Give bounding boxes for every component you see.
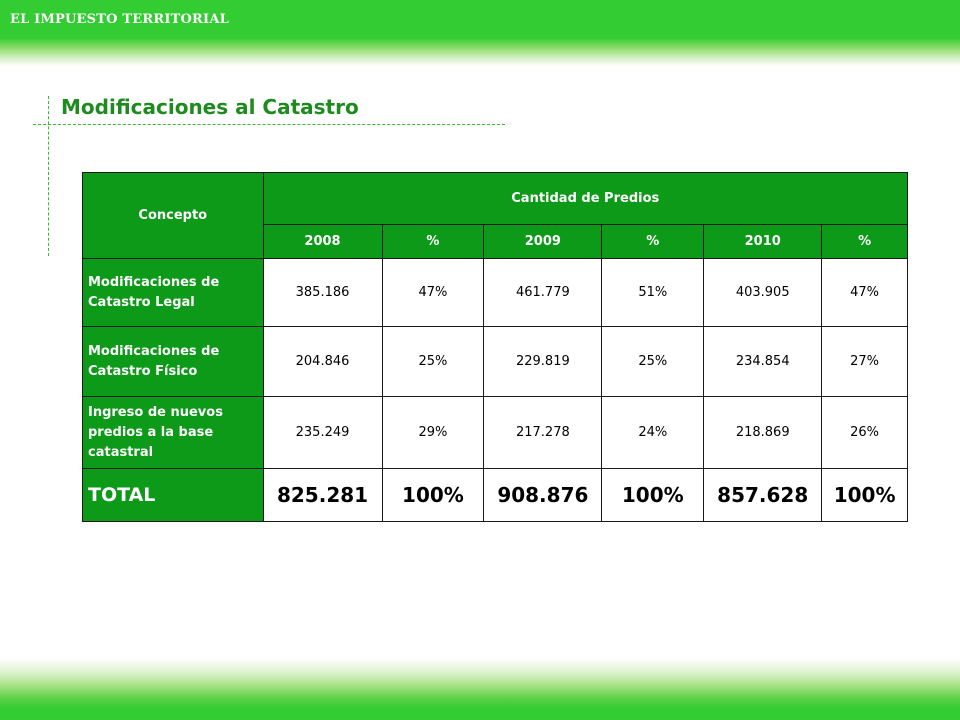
table-cell: 234.854	[703, 326, 823, 397]
table-cell: 26%	[821, 396, 908, 469]
column-header: 2009	[483, 224, 603, 259]
total-cell: 100%	[601, 468, 705, 522]
total-cell: 908.876	[483, 468, 603, 522]
table-cell: 461.779	[483, 258, 603, 327]
total-label: TOTAL	[82, 468, 264, 522]
vertical-dashed-guide	[48, 96, 49, 256]
table-cell: 24%	[601, 396, 705, 469]
column-header: 2010	[703, 224, 823, 259]
table-cell: 47%	[381, 258, 485, 327]
page-title: Modificaciones al Catastro	[61, 95, 359, 119]
table-cell: 385.186	[262, 258, 383, 327]
table-cell: 29%	[381, 396, 485, 469]
total-cell: 857.628	[703, 468, 823, 522]
table-cell: 403.905	[703, 258, 823, 327]
table-cell: 204.846	[262, 326, 383, 397]
table-row: Modificaciones de Catastro Físico 204.84…	[82, 326, 908, 397]
header-title: EL IMPUESTO TERRITORIAL	[10, 12, 229, 27]
horizontal-dashed-guide	[33, 124, 505, 125]
table-subheader-row: 2008 % 2009 % 2010 %	[83, 224, 908, 259]
total-row: TOTAL 825.281 100% 908.876 100% 857.628 …	[82, 468, 908, 522]
table-cell: 218.869	[703, 396, 823, 469]
column-header: %	[601, 224, 705, 259]
table-cell: 229.819	[483, 326, 603, 397]
predios-table: Concepto Cantidad de Predios 2008 % 2009…	[82, 172, 909, 522]
table-row: Ingreso de nuevos predios a la base cata…	[82, 396, 908, 469]
row-label: Ingreso de nuevos predios a la base cata…	[82, 396, 264, 469]
table-header-row: Concepto Cantidad de Predios	[82, 172, 909, 259]
group-header: Cantidad de Predios	[262, 172, 909, 225]
column-header: 2008	[262, 224, 383, 259]
table-cell: 27%	[821, 326, 908, 397]
top-header-band: EL IMPUESTO TERRITORIAL	[0, 0, 960, 66]
table-cell: 25%	[601, 326, 705, 397]
total-cell: 100%	[821, 468, 908, 522]
total-cell: 825.281	[262, 468, 383, 522]
concept-header: Concepto	[82, 172, 264, 259]
table-cell: 25%	[381, 326, 485, 397]
column-header: %	[381, 224, 485, 259]
table-row: Modificaciones de Catastro Legal 385.186…	[82, 258, 908, 327]
total-cell: 100%	[381, 468, 485, 522]
table-cell: 217.278	[483, 396, 603, 469]
bottom-footer-band	[0, 658, 960, 720]
row-label: Modificaciones de Catastro Legal	[82, 258, 264, 327]
table-cell: 235.249	[262, 396, 383, 469]
table-cell: 47%	[821, 258, 908, 327]
column-header: %	[821, 224, 908, 259]
row-label: Modificaciones de Catastro Físico	[82, 326, 264, 397]
table-cell: 51%	[601, 258, 705, 327]
